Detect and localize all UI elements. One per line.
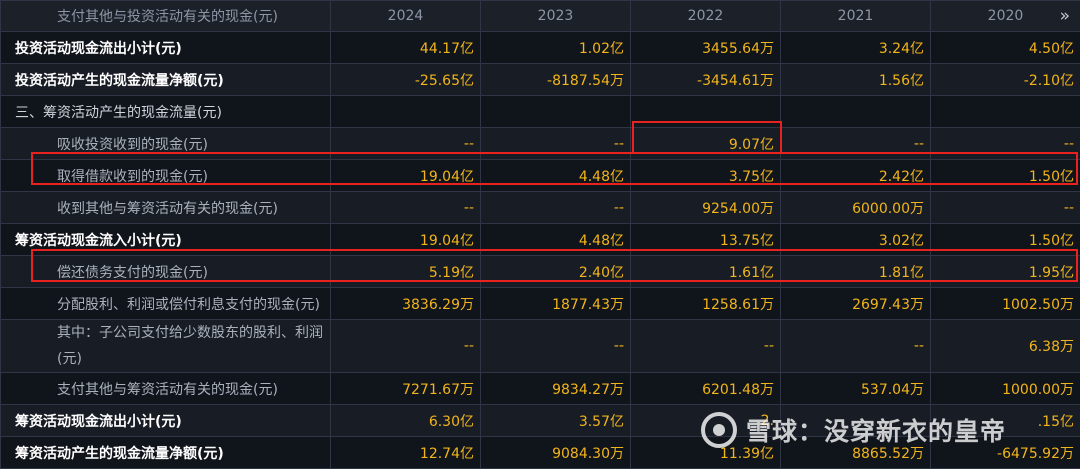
cell-value: --	[481, 192, 631, 224]
cell-value: 1002.50万	[931, 288, 1080, 320]
cell-value: 1.95亿	[931, 256, 1080, 288]
cell-value: 3455.64万	[631, 32, 781, 64]
cell-value: 19.04亿	[331, 224, 481, 256]
cell-value: --	[331, 192, 481, 224]
row-label: 其中：子公司支付给少数股东的股利、利润(元)	[1, 320, 331, 373]
cell-value	[331, 96, 481, 128]
cell-value: 9.07亿	[631, 128, 781, 160]
cell-value: 3836.29万	[331, 288, 481, 320]
cell-value: 7271.67万	[331, 373, 481, 405]
table-row: 分配股利、利润或偿付利息支付的现金(元) 3836.29万 1877.43万 1…	[1, 288, 1080, 320]
row-label: 吸收投资收到的现金(元)	[1, 128, 331, 160]
cell-value: --	[781, 320, 931, 373]
cell-value: --	[931, 192, 1080, 224]
cell-value: 1.56亿	[781, 64, 931, 96]
cell-value: 6.38万	[931, 320, 1080, 373]
cell-value: 2697.43万	[781, 288, 931, 320]
table-row: 取得借款收到的现金(元) 19.04亿 4.48亿 3.75亿 2.42亿 1.…	[1, 160, 1080, 192]
cell-value: --	[331, 320, 481, 373]
table-row: 偿还债务支付的现金(元) 5.19亿 2.40亿 1.61亿 1.81亿 1.9…	[1, 256, 1080, 288]
cell-value: 2.42亿	[781, 160, 931, 192]
cell-value: --	[331, 128, 481, 160]
table-row: 吸收投资收到的现金(元) -- -- 9.07亿 -- --	[1, 128, 1080, 160]
cell-value: -25.65亿	[331, 64, 481, 96]
row-label: 偿还债务支付的现金(元)	[1, 256, 331, 288]
cell-value: 1.61亿	[631, 256, 781, 288]
cell-value: 5.19亿	[331, 256, 481, 288]
chevron-double-right-icon[interactable]: »	[1060, 6, 1070, 26]
cell-value: --	[631, 320, 781, 373]
year-2024[interactable]: 2024	[331, 1, 481, 32]
cell-value: 9254.00万	[631, 192, 781, 224]
cell-value	[631, 96, 781, 128]
table-row: 投资活动产生的现金流量净额(元) -25.65亿 -8187.54万 -3454…	[1, 64, 1080, 96]
cell-value: -2.10亿	[931, 64, 1080, 96]
cell-value: 1.81亿	[781, 256, 931, 288]
cell-value: 19.04亿	[331, 160, 481, 192]
watermark-text: 雪球：没穿新衣的皇帝	[746, 412, 1006, 448]
cell-value: 9834.27万	[481, 373, 631, 405]
year-2023[interactable]: 2023	[481, 1, 631, 32]
cell-value: 3.24亿	[781, 32, 931, 64]
table-row: 三、筹资活动产生的现金流量(元)	[1, 96, 1080, 128]
cell-value: 4.48亿	[481, 224, 631, 256]
cell-value: -3454.61万	[631, 64, 781, 96]
table-row: 支付其他与筹资活动有关的现金(元) 7271.67万 9834.27万 6201…	[1, 373, 1080, 405]
row-label: 支付其他与筹资活动有关的现金(元)	[1, 373, 331, 405]
cell-value: --	[481, 128, 631, 160]
row-label: 三、筹资活动产生的现金流量(元)	[1, 96, 331, 128]
cell-value: 537.04万	[781, 373, 931, 405]
cell-value: --	[781, 128, 931, 160]
cell-value: 4.50亿	[931, 32, 1080, 64]
cell-value: 3.75亿	[631, 160, 781, 192]
row-label: 投资活动现金流出小计(元)	[1, 32, 331, 64]
year-2022[interactable]: 2022	[631, 1, 781, 32]
row-label: 投资活动产生的现金流量净额(元)	[1, 64, 331, 96]
row-label: 收到其他与筹资活动有关的现金(元)	[1, 192, 331, 224]
snowball-logo-icon	[700, 411, 738, 449]
cell-value: 1877.43万	[481, 288, 631, 320]
header-row: 支付其他与投资活动有关的现金(元) 2024 2023 2022 2021 20…	[1, 1, 1080, 32]
cell-value: 6201.48万	[631, 373, 781, 405]
cell-value: 1.02亿	[481, 32, 631, 64]
cell-value: 3.02亿	[781, 224, 931, 256]
watermark: 雪球：没穿新衣的皇帝	[700, 406, 1080, 454]
table-row: 收到其他与筹资活动有关的现金(元) -- -- 9254.00万 6000.00…	[1, 192, 1080, 224]
year-2021[interactable]: 2021	[781, 1, 931, 32]
cell-value: 1.50亿	[931, 160, 1080, 192]
table-row: 筹资活动现金流入小计(元) 19.04亿 4.48亿 13.75亿 3.02亿 …	[1, 224, 1080, 256]
year-2020[interactable]: 2020	[931, 1, 1080, 32]
cell-value: 6.30亿	[331, 405, 481, 437]
cell-value: 4.48亿	[481, 160, 631, 192]
cell-value	[781, 96, 931, 128]
row-label: 取得借款收到的现金(元)	[1, 160, 331, 192]
cell-value: 1258.61万	[631, 288, 781, 320]
cell-value: 3.57亿	[481, 405, 631, 437]
cell-value: --	[481, 320, 631, 373]
row-label: 筹资活动现金流入小计(元)	[1, 224, 331, 256]
cell-value	[931, 96, 1080, 128]
cell-value: --	[931, 128, 1080, 160]
cell-value: 1.50亿	[931, 224, 1080, 256]
table-row: 其中：子公司支付给少数股东的股利、利润(元) -- -- -- -- 6.38万	[1, 320, 1080, 373]
cell-value: 44.17亿	[331, 32, 481, 64]
cell-value: -8187.54万	[481, 64, 631, 96]
cell-value: 2.40亿	[481, 256, 631, 288]
cell-value: 1000.00万	[931, 373, 1080, 405]
cell-value: 6000.00万	[781, 192, 931, 224]
table-row: 投资活动现金流出小计(元) 44.17亿 1.02亿 3455.64万 3.24…	[1, 32, 1080, 64]
header-label: 支付其他与投资活动有关的现金(元)	[1, 1, 331, 32]
cell-value: 13.75亿	[631, 224, 781, 256]
row-label: 分配股利、利润或偿付利息支付的现金(元)	[1, 288, 331, 320]
row-label: 筹资活动现金流出小计(元)	[1, 405, 331, 437]
cell-value	[481, 96, 631, 128]
